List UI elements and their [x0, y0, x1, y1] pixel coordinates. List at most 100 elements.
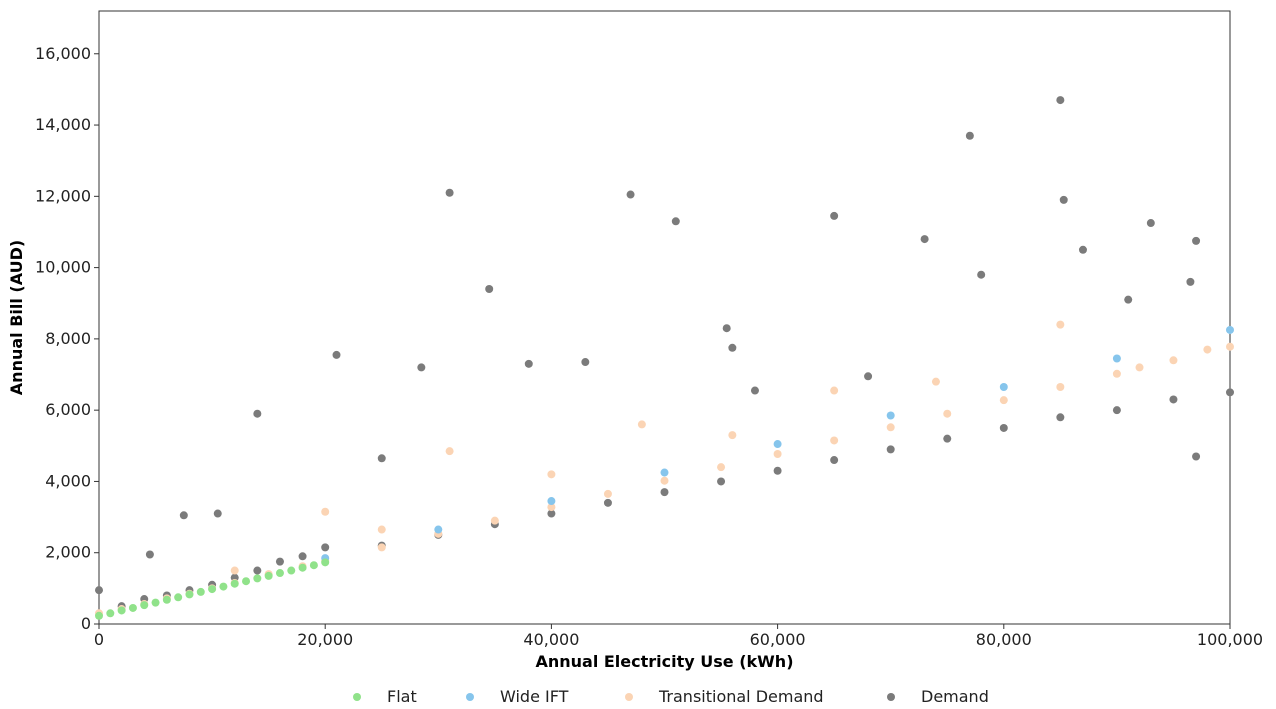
point-demand [95, 586, 103, 595]
point-demand [1056, 96, 1065, 105]
point-flat [230, 579, 239, 588]
point-demand [773, 466, 782, 475]
y-tick-label: 0 [81, 614, 91, 633]
point-transitional-demand [717, 463, 726, 472]
point-demand [1078, 245, 1087, 254]
point-wide-ift [773, 440, 782, 449]
point-demand [485, 284, 494, 293]
point-transitional-demand [773, 449, 782, 458]
point-flat [128, 603, 137, 612]
point-flat [185, 590, 194, 599]
point-demand [1059, 195, 1068, 204]
point-transitional-demand [490, 516, 499, 525]
x-tick-label: 80,000 [976, 630, 1032, 649]
point-demand [179, 511, 188, 520]
point-demand [377, 454, 386, 463]
point-transitional-demand [377, 543, 386, 552]
point-transitional-demand [321, 507, 330, 516]
point-transitional-demand [547, 503, 556, 512]
point-transitional-demand [931, 377, 940, 386]
point-flat [264, 571, 273, 580]
point-demand [722, 324, 731, 333]
x-tick-label: 0 [94, 630, 104, 649]
y-tick-label: 12,000 [35, 186, 91, 205]
point-demand [332, 350, 341, 359]
point-transitional-demand [1112, 369, 1121, 378]
plot-area [95, 10, 1234, 625]
point-demand [524, 359, 533, 368]
point-flat [242, 577, 251, 586]
point-flat [287, 566, 296, 575]
x-tick-label: 40,000 [523, 630, 579, 649]
legend-marker [466, 693, 474, 701]
point-wide-ift [1226, 325, 1234, 334]
point-transitional-demand [1203, 345, 1212, 354]
point-transitional-demand [445, 447, 454, 456]
point-transitional-demand [1056, 320, 1065, 329]
point-demand [886, 445, 895, 454]
point-transitional-demand [547, 470, 556, 479]
point-flat [275, 569, 284, 578]
legend-item-wide-ift: Wide IFT [466, 687, 569, 706]
legend-label: Wide IFT [500, 687, 569, 706]
x-tick-label: 60,000 [750, 630, 806, 649]
point-demand [1186, 277, 1195, 286]
point-demand [213, 509, 222, 518]
point-demand [581, 358, 590, 367]
point-flat [196, 587, 205, 596]
point-demand [1112, 406, 1121, 415]
point-demand [717, 477, 726, 486]
point-transitional-demand [886, 423, 895, 432]
point-transitional-demand [637, 420, 646, 429]
point-demand [253, 409, 262, 418]
point-demand [830, 456, 839, 465]
point-demand [728, 343, 737, 352]
point-transitional-demand [999, 396, 1008, 405]
point-demand [1192, 236, 1201, 245]
point-wide-ift [999, 382, 1008, 391]
points-layer [95, 96, 1234, 620]
legend-marker [887, 693, 895, 701]
point-demand [321, 543, 330, 552]
x-tick-label: 100,000 [1197, 630, 1263, 649]
point-demand [445, 188, 454, 197]
point-transitional-demand [1056, 382, 1065, 391]
legend: Flat Wide IFT Transitional Demand Demand [353, 687, 989, 706]
point-wide-ift [886, 411, 895, 420]
series-wide-ift [321, 325, 1234, 563]
point-flat [95, 611, 103, 620]
point-demand [275, 557, 284, 566]
point-demand [298, 552, 307, 561]
point-flat [208, 585, 217, 594]
y-axis-title: Annual Bill (AUD) [7, 240, 26, 395]
y-tick-label: 8,000 [45, 329, 91, 348]
series-flat [95, 558, 330, 620]
point-demand [999, 423, 1008, 432]
point-demand [603, 498, 612, 507]
point-wide-ift [434, 525, 443, 534]
legend-item-flat: Flat [353, 687, 417, 706]
legend-item-demand: Demand [887, 687, 989, 706]
point-wide-ift [547, 497, 556, 506]
point-transitional-demand [830, 436, 839, 445]
y-tick-label: 10,000 [35, 258, 91, 277]
point-flat [174, 593, 183, 602]
legend-marker [353, 693, 361, 701]
point-demand [145, 550, 154, 559]
x-axis-title: Annual Electricity Use (kWh) [535, 652, 793, 671]
point-transitional-demand [660, 476, 669, 485]
point-transitional-demand [603, 489, 612, 498]
legend-label: Flat [387, 687, 417, 706]
point-demand [750, 386, 759, 395]
point-flat [321, 558, 330, 567]
point-flat [151, 598, 160, 607]
point-demand [830, 211, 839, 220]
point-transitional-demand [1135, 363, 1144, 372]
point-transitional-demand [1226, 342, 1234, 351]
legend-item-transitional-demand: Transitional Demand [625, 687, 824, 706]
point-flat [106, 609, 115, 618]
plot-frame [98, 10, 1231, 625]
y-tick-label: 2,000 [45, 543, 91, 562]
point-demand [1226, 388, 1234, 397]
